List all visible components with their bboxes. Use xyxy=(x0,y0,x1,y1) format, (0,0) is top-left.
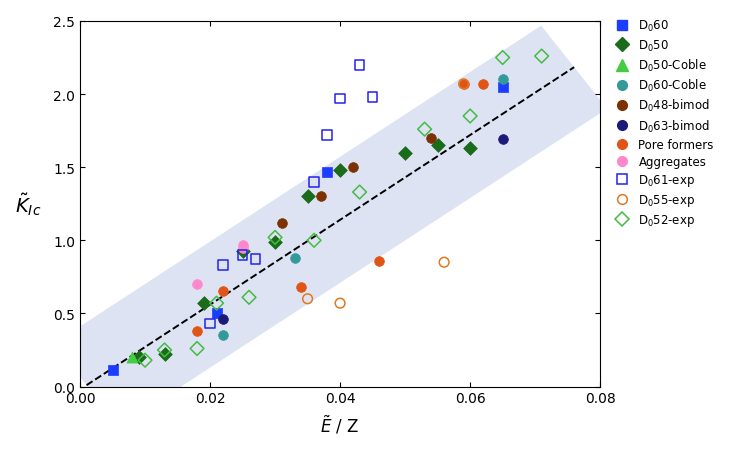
Point xyxy=(211,300,222,307)
Point xyxy=(399,150,411,157)
Point xyxy=(536,53,548,60)
Point xyxy=(191,281,203,288)
Point xyxy=(347,164,359,171)
Point xyxy=(464,113,476,120)
Point xyxy=(106,367,118,374)
Point xyxy=(217,316,229,323)
Point xyxy=(191,345,203,352)
Point xyxy=(334,300,346,307)
Point xyxy=(308,179,320,186)
Point xyxy=(321,132,333,139)
Point xyxy=(458,81,470,88)
Point xyxy=(477,81,489,88)
Point xyxy=(497,84,509,91)
X-axis label: $\tilde{E}$ / Z: $\tilde{E}$ / Z xyxy=(321,414,360,436)
Point xyxy=(432,143,443,150)
Point xyxy=(373,258,385,265)
Point xyxy=(302,193,313,201)
Point xyxy=(497,55,509,62)
Point xyxy=(308,237,320,244)
Point xyxy=(133,354,145,361)
Point xyxy=(269,239,281,246)
Point xyxy=(236,242,248,249)
Y-axis label: $\tilde{K}_{Ic}$: $\tilde{K}_{Ic}$ xyxy=(15,191,41,217)
Point xyxy=(334,167,346,175)
Point xyxy=(302,295,313,303)
Point xyxy=(497,137,509,144)
Point xyxy=(159,346,170,354)
Point xyxy=(334,96,346,103)
Point xyxy=(217,332,229,339)
Point xyxy=(354,189,366,196)
Point xyxy=(236,244,248,252)
Point xyxy=(295,284,307,291)
Point xyxy=(126,354,138,361)
Point xyxy=(236,247,248,254)
Point xyxy=(497,77,509,84)
Point xyxy=(458,81,470,88)
Polygon shape xyxy=(54,27,607,427)
Point xyxy=(418,126,430,133)
Point xyxy=(217,262,229,269)
Point xyxy=(139,357,151,364)
Point xyxy=(191,327,203,335)
Point xyxy=(269,234,281,241)
Point xyxy=(288,255,300,262)
Point xyxy=(367,94,379,101)
Point xyxy=(250,256,261,263)
Point xyxy=(354,62,366,69)
Legend: D$_0$60, D$_0$50, D$_0$50-Coble, D$_0$60-Coble, D$_0$48-bimod, D$_0$63-bimod, Po: D$_0$60, D$_0$50, D$_0$50-Coble, D$_0$60… xyxy=(606,14,719,234)
Point xyxy=(425,135,437,142)
Point xyxy=(217,288,229,295)
Point xyxy=(315,193,327,201)
Point xyxy=(204,320,216,327)
Point xyxy=(197,300,209,307)
Point xyxy=(159,351,170,358)
Point xyxy=(464,145,476,152)
Point xyxy=(243,294,255,301)
Point xyxy=(438,259,450,266)
Point xyxy=(211,310,222,318)
Point xyxy=(236,252,248,259)
Point xyxy=(276,220,288,227)
Point xyxy=(321,169,333,176)
